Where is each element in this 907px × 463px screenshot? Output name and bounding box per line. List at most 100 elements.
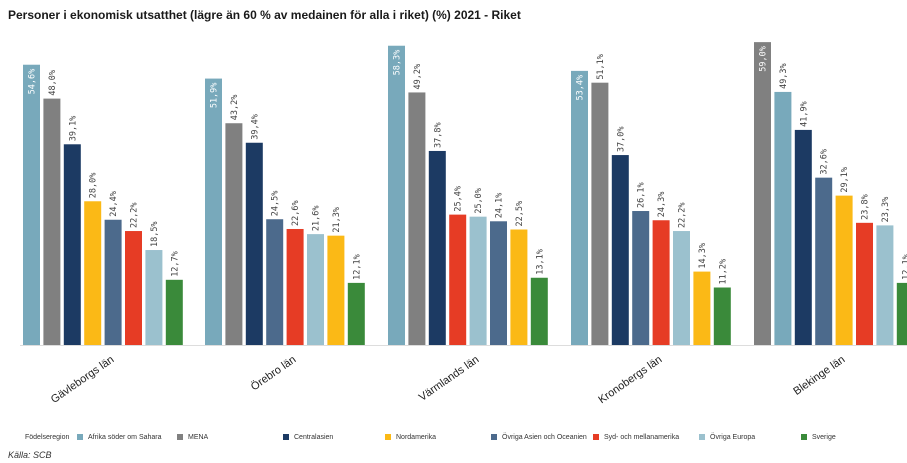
bar[interactable] (693, 271, 711, 345)
data-label: 23,3% (881, 197, 891, 223)
legend-label: Afrika söder om Sahara (88, 434, 162, 441)
legend-item[interactable]: Afrika söder om Sahara (77, 434, 162, 441)
data-label: 24,5% (271, 191, 281, 217)
data-label: 21,3% (332, 207, 342, 233)
bar[interactable] (327, 235, 345, 345)
bar[interactable] (774, 91, 792, 345)
bar[interactable] (876, 225, 894, 345)
bar[interactable] (490, 221, 507, 345)
legend-swatch (593, 434, 599, 440)
bar[interactable] (266, 219, 284, 345)
data-label: 23,8% (861, 194, 871, 220)
bar[interactable] (510, 229, 528, 346)
bar[interactable] (673, 231, 690, 345)
bar[interactable] (205, 78, 222, 345)
legend-label: Centralasien (294, 434, 334, 441)
source-note: Källa: SCB (8, 450, 52, 460)
legend: Födelseregion Afrika söder om Sahara MEN… (25, 434, 905, 446)
data-label: 22,5% (515, 201, 525, 227)
category-label: Blekinge län (791, 354, 847, 398)
bar[interactable] (43, 98, 61, 345)
data-label: 12,1% (352, 254, 362, 280)
bar[interactable] (125, 231, 142, 345)
legend-label: Övriga Europa (710, 434, 756, 441)
data-label: 28,0% (89, 173, 99, 199)
bar[interactable] (145, 250, 163, 345)
bar[interactable] (591, 82, 609, 345)
data-label: 24,4% (109, 191, 119, 217)
bar[interactable] (896, 282, 907, 345)
data-label: 14,3% (698, 243, 708, 269)
bar[interactable] (84, 201, 102, 345)
bar[interactable] (469, 216, 487, 345)
legend-title: Födelseregion (25, 434, 70, 441)
legend-item[interactable]: Centralasien (283, 434, 333, 441)
data-label: 49,3% (779, 63, 789, 89)
bar[interactable] (428, 150, 446, 345)
bar[interactable] (307, 234, 324, 345)
data-label: 24,3% (657, 192, 667, 218)
chart-title: Personer i ekonomisk utsatthet (lägre än… (8, 8, 521, 22)
bar[interactable] (794, 129, 812, 345)
legend-item[interactable]: Sverige (801, 434, 836, 441)
data-label: 59,0% (759, 46, 769, 72)
data-label: 13,1% (535, 249, 545, 275)
bar[interactable] (408, 92, 426, 345)
legend-swatch (385, 434, 391, 440)
legend-item[interactable]: Syd- och mellanamerika (593, 434, 679, 441)
bar[interactable] (571, 70, 588, 345)
data-label: 29,1% (840, 167, 850, 193)
data-label: 37,0% (616, 126, 626, 152)
legend-label: Sverige (812, 434, 836, 441)
data-label: 12,1% (901, 254, 907, 280)
data-label: 21,6% (312, 206, 322, 232)
data-label: 39,1% (68, 116, 78, 142)
bar[interactable] (632, 211, 650, 345)
bar[interactable] (713, 287, 731, 345)
legend-swatch (699, 434, 705, 440)
bar[interactable] (104, 219, 122, 345)
bar[interactable] (530, 277, 548, 345)
data-label: 41,9% (799, 101, 809, 127)
bar[interactable] (165, 279, 183, 345)
bar[interactable] (388, 45, 405, 346)
legend-label: Övriga Asien och Oceanien (502, 434, 587, 441)
data-label: 51,9% (210, 83, 220, 109)
data-label: 37,8% (433, 122, 443, 148)
data-label: 39,4% (250, 114, 260, 140)
bar[interactable] (449, 214, 467, 345)
bar[interactable] (347, 282, 365, 345)
data-label: 54,6% (28, 69, 38, 95)
legend-item[interactable]: Nordamerika (385, 434, 436, 441)
data-label: 22,2% (130, 202, 140, 228)
bar[interactable] (286, 228, 304, 345)
bar[interactable] (23, 64, 40, 345)
legend-item[interactable]: MENA (177, 434, 208, 441)
data-label: 11,2% (718, 259, 728, 285)
legend-label: Syd- och mellanamerika (604, 434, 680, 441)
bar[interactable] (815, 177, 833, 345)
data-label: 58,3% (393, 50, 403, 76)
bar[interactable] (856, 222, 873, 345)
data-label: 25,0% (474, 188, 484, 214)
legend-item[interactable]: Övriga Asien och Oceanien (491, 434, 587, 441)
data-label: 22,6% (291, 200, 301, 226)
legend-swatch (491, 434, 497, 440)
bar[interactable] (754, 42, 771, 346)
bar[interactable] (652, 220, 670, 345)
bar[interactable] (611, 155, 629, 345)
data-label: 43,2% (230, 95, 240, 121)
bar[interactable] (63, 144, 81, 345)
legend-label: Nordamerika (396, 434, 437, 441)
data-label: 25,4% (454, 186, 464, 212)
legend-swatch (77, 434, 83, 440)
legend-swatch (283, 434, 289, 440)
bar[interactable] (225, 123, 243, 346)
category-label: Kronobergs län (596, 354, 664, 407)
bar[interactable] (245, 142, 263, 345)
data-label: 49,2% (413, 64, 423, 90)
legend-swatch (801, 434, 807, 440)
data-label: 48,0% (48, 70, 58, 96)
bar[interactable] (835, 195, 853, 345)
legend-item[interactable]: Övriga Europa (699, 434, 755, 441)
